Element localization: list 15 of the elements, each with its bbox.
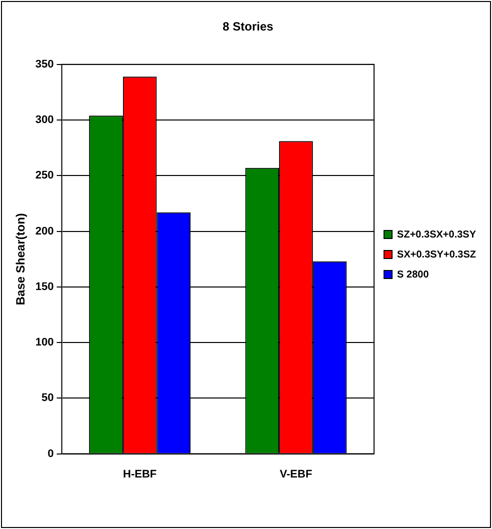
x-tick-label: H-EBF [123,468,157,480]
legend-label: S 2800 [397,269,430,280]
y-tick-label: 250 [35,170,54,182]
y-tick-label: 300 [35,114,54,126]
y-tick-label: 150 [35,280,54,293]
x-tick-label: V-EBF [280,468,312,480]
y-axis-title: Base Shear(ton) [14,213,28,306]
legend-label: SZ+0.3SX+0.3SY [397,229,476,240]
y-tick-label: 100 [35,336,54,349]
y-tick-label: 0 [48,448,54,460]
chart-title: 8 Stories [222,20,274,34]
y-tick-label: 200 [35,225,54,238]
y-tick-label: 350 [35,58,54,70]
y-tick-label: 50 [42,392,54,404]
legend-label: SX+0.3SY+0.3SZ [397,249,476,260]
